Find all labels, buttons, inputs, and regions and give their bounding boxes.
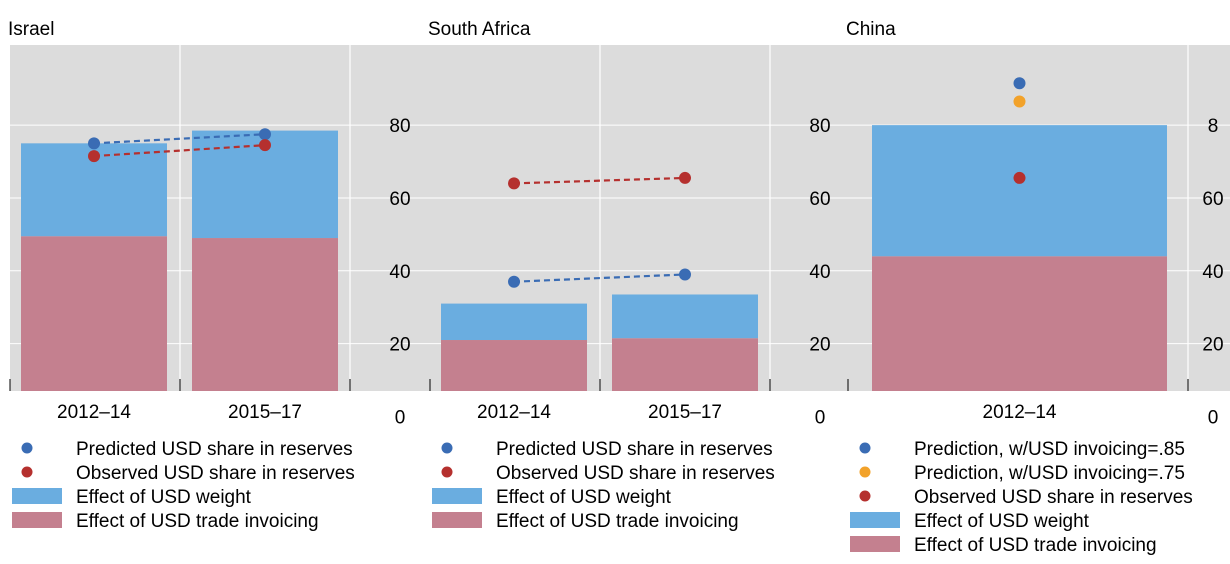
legend-label-2: Observed USD share in reserves [914, 487, 1193, 508]
legend-swatch-3 [12, 512, 62, 528]
bar-0-1-0 [192, 238, 338, 391]
legend-marker-1 [441, 466, 453, 478]
legend-label-1: Prediction, w/USD invoicing=.75 [914, 463, 1185, 484]
y-tick-label-4: 80 [389, 116, 410, 137]
panel-title: Israel [8, 19, 54, 40]
series-line-0-0 [93, 133, 266, 145]
y-tick-label-2: 40 [1202, 262, 1223, 283]
y-tick-label-2: 40 [809, 262, 830, 283]
y-tick-label-4: 80 [809, 116, 830, 137]
legend-marker-0 [441, 442, 453, 454]
legend-marker-1 [859, 466, 871, 478]
y-tick-label-1: 20 [389, 335, 410, 356]
legend-label-0: Predicted USD share in reserves [76, 439, 353, 460]
bar-1-0-0 [441, 340, 587, 391]
point-2-2-0 [1013, 171, 1026, 184]
x-tick-label-1: 2015–17 [648, 402, 722, 423]
y-tick-label-3: 60 [809, 189, 830, 210]
point-2-0-0 [1013, 77, 1026, 90]
legend-swatch-2 [432, 488, 482, 504]
legend-label-0: Prediction, w/USD invoicing=.85 [914, 439, 1185, 460]
bar-2-0-1 [872, 125, 1167, 257]
legend-marker-2 [859, 490, 871, 502]
point-1-0-1 [679, 268, 691, 281]
legend-label-0: Predicted USD share in reserves [496, 439, 773, 460]
y-tick-label-3: 60 [389, 189, 410, 210]
point-0-0-0 [88, 137, 100, 150]
bar-0-0-0 [21, 236, 167, 391]
bar-1-1-0 [612, 338, 758, 391]
y-tick-label-1: 20 [809, 335, 830, 356]
x-tick-label-0: 2012–14 [477, 402, 551, 423]
point-0-1-1 [259, 139, 271, 152]
legend-swatch-4 [850, 536, 900, 552]
point-0-1-0 [88, 150, 100, 163]
legend-label-2: Effect of USD weight [496, 487, 672, 508]
chart-panel-2: 0 20 40 60 8 2012–14 China Prediction, w/USD in… [846, 19, 1230, 556]
chart-panel-1: 0 20 40 60 80 2012–14 2015–17 South Africa Predi… [428, 19, 850, 532]
chart-panel-0: 0 20 40 60 80 2012–14 2015–17 Israel Predicted U… [8, 19, 430, 532]
series-line-0-1 [93, 144, 266, 158]
panel-title: China [846, 19, 896, 40]
point-2-1-0 [1013, 95, 1026, 108]
x-tick-label-0: 2012–14 [57, 402, 131, 423]
legend-label-3: Effect of USD weight [914, 511, 1090, 532]
y-tick-label-0: 0 [395, 407, 406, 428]
legend-label-2: Effect of USD weight [76, 487, 252, 508]
y-tick-label-4: 8 [1208, 116, 1219, 137]
legend-label-3: Effect of USD trade invoicing [76, 511, 319, 532]
legend-label-1: Observed USD share in reserves [496, 463, 775, 484]
point-1-0-0 [508, 275, 520, 288]
legend-marker-1 [21, 466, 33, 478]
legend-marker-0 [21, 442, 33, 454]
series-line-1-0 [513, 273, 686, 283]
panel-title: South Africa [428, 19, 531, 40]
point-1-1-1 [679, 171, 691, 184]
legend-label-4: Effect of USD trade invoicing [914, 535, 1157, 556]
y-tick-label-1: 20 [1202, 335, 1223, 356]
series-line-1-1 [513, 176, 686, 185]
x-tick-label-0: 2012–14 [983, 402, 1057, 423]
y-tick-label-0: 0 [815, 407, 826, 428]
legend-marker-0 [859, 442, 871, 454]
y-tick-label-3: 60 [1202, 189, 1223, 210]
bar-1-1-1 [612, 294, 758, 339]
point-1-1-0 [508, 177, 520, 190]
y-tick-label-2: 40 [389, 262, 410, 283]
bar-1-0-1 [441, 303, 587, 341]
legend-swatch-2 [12, 488, 62, 504]
legend-label-1: Observed USD share in reserves [76, 463, 355, 484]
legend-swatch-3 [432, 512, 482, 528]
y-tick-label-0: 0 [1208, 407, 1219, 428]
point-0-0-1 [259, 128, 271, 141]
x-tick-label-1: 2015–17 [228, 402, 302, 423]
bar-2-0-0 [872, 256, 1167, 391]
legend-label-3: Effect of USD trade invoicing [496, 511, 739, 532]
legend-swatch-3 [850, 512, 900, 528]
